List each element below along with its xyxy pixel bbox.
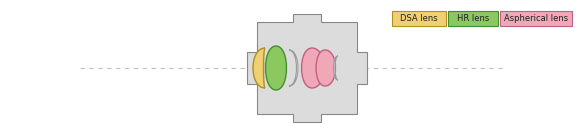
FancyBboxPatch shape bbox=[500, 11, 572, 26]
PathPatch shape bbox=[253, 48, 265, 88]
PathPatch shape bbox=[333, 56, 338, 80]
FancyBboxPatch shape bbox=[448, 11, 498, 26]
PathPatch shape bbox=[265, 46, 287, 90]
PathPatch shape bbox=[302, 48, 324, 88]
FancyBboxPatch shape bbox=[392, 11, 446, 26]
Text: Aspherical lens: Aspherical lens bbox=[504, 14, 568, 23]
Polygon shape bbox=[247, 14, 367, 122]
PathPatch shape bbox=[316, 50, 336, 86]
Text: HR lens: HR lens bbox=[457, 14, 489, 23]
Text: DSA lens: DSA lens bbox=[400, 14, 438, 23]
PathPatch shape bbox=[289, 50, 298, 86]
